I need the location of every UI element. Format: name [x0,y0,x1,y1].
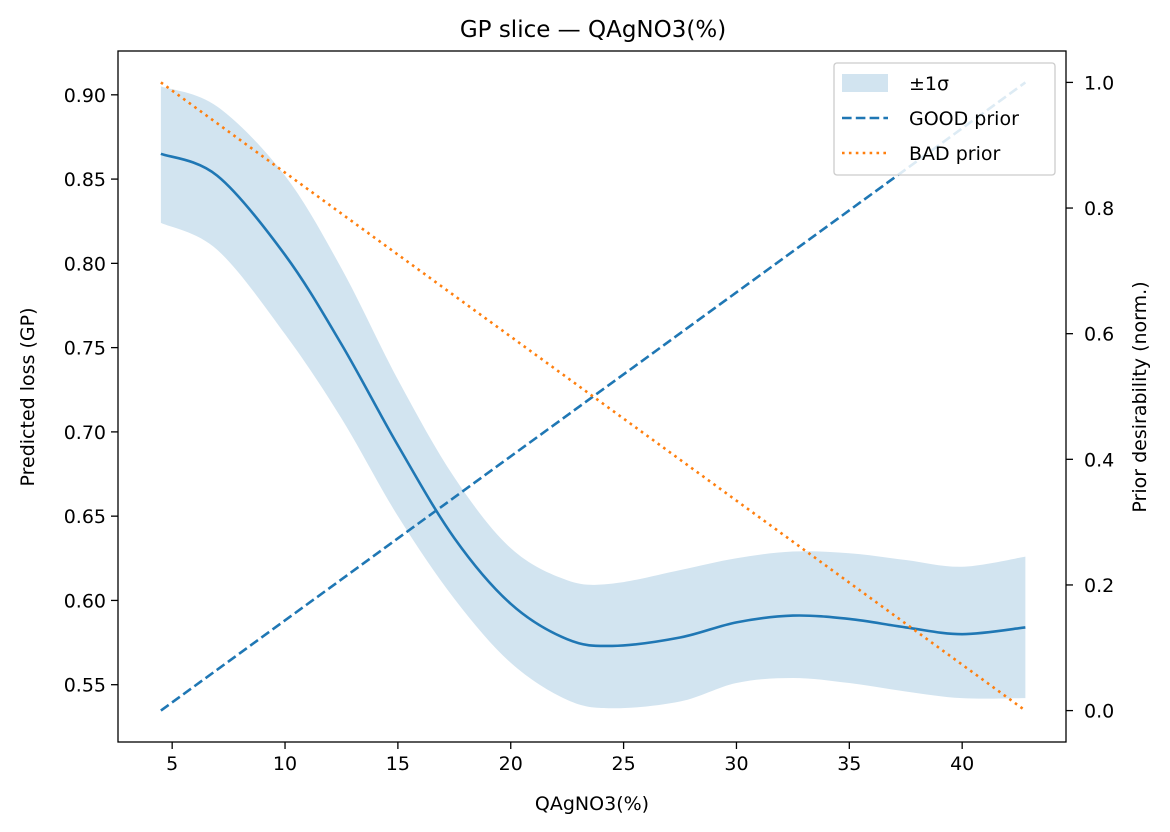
bad-prior-line [160,81,1027,712]
x-tick-label: 25 [612,753,636,775]
y-tick-label: 0.75 [64,338,106,360]
y-tick-label: 0.85 [64,169,106,191]
x-tick-label: 20 [499,753,523,775]
y-tick-label: 0.60 [64,590,106,612]
legend: ±1σ GOOD prior BAD prior [833,62,1056,176]
y2-tick-label: 0.6 [1084,324,1114,346]
y-axis-title: Predicted loss (GP) [17,308,39,487]
plot-area [160,81,1027,712]
y-tick-label: 0.55 [64,675,106,697]
chart-title: GP slice — QAgNO3(%) [460,17,726,43]
legend-label-bad-prior: BAD prior [909,143,1000,165]
y2-tick-label: 0.4 [1084,449,1114,471]
plot-frame [117,50,1067,743]
y2-tick-label: 1.0 [1084,72,1114,94]
y2-tick-label: 0.0 [1084,701,1114,723]
x-axis-title: QAgNO3(%) [535,793,649,815]
x-tick-label: 30 [724,753,748,775]
legend-swatch-band [842,74,888,92]
y2-axis-title: Prior desirability (norm.) [1129,281,1151,512]
y-tick-label: 0.80 [64,253,106,275]
x-tick-label: 10 [273,753,297,775]
y-tick-label: 0.90 [64,85,106,107]
good-prior-line [160,81,1027,712]
legend-frame [833,62,1056,176]
legend-label-good-prior: GOOD prior [909,108,1019,130]
y2-tick-label: 0.8 [1084,198,1114,220]
x-tick-label: 40 [950,753,974,775]
x-tick-label: 5 [166,753,178,775]
legend-label-band: ±1σ [909,73,949,95]
gp-mean-line [160,152,1026,648]
y-tick-label: 0.70 [64,422,106,444]
x-tick-label: 35 [837,753,861,775]
y2-tick-label: 0.2 [1084,575,1114,597]
x-tick-label: 15 [386,753,410,775]
axes: 5 10 15 20 25 30 35 40 0.55 0.60 0.65 0.70 0.75 0.80 0… [64,72,1115,775]
y-tick-label: 0.65 [64,506,106,528]
